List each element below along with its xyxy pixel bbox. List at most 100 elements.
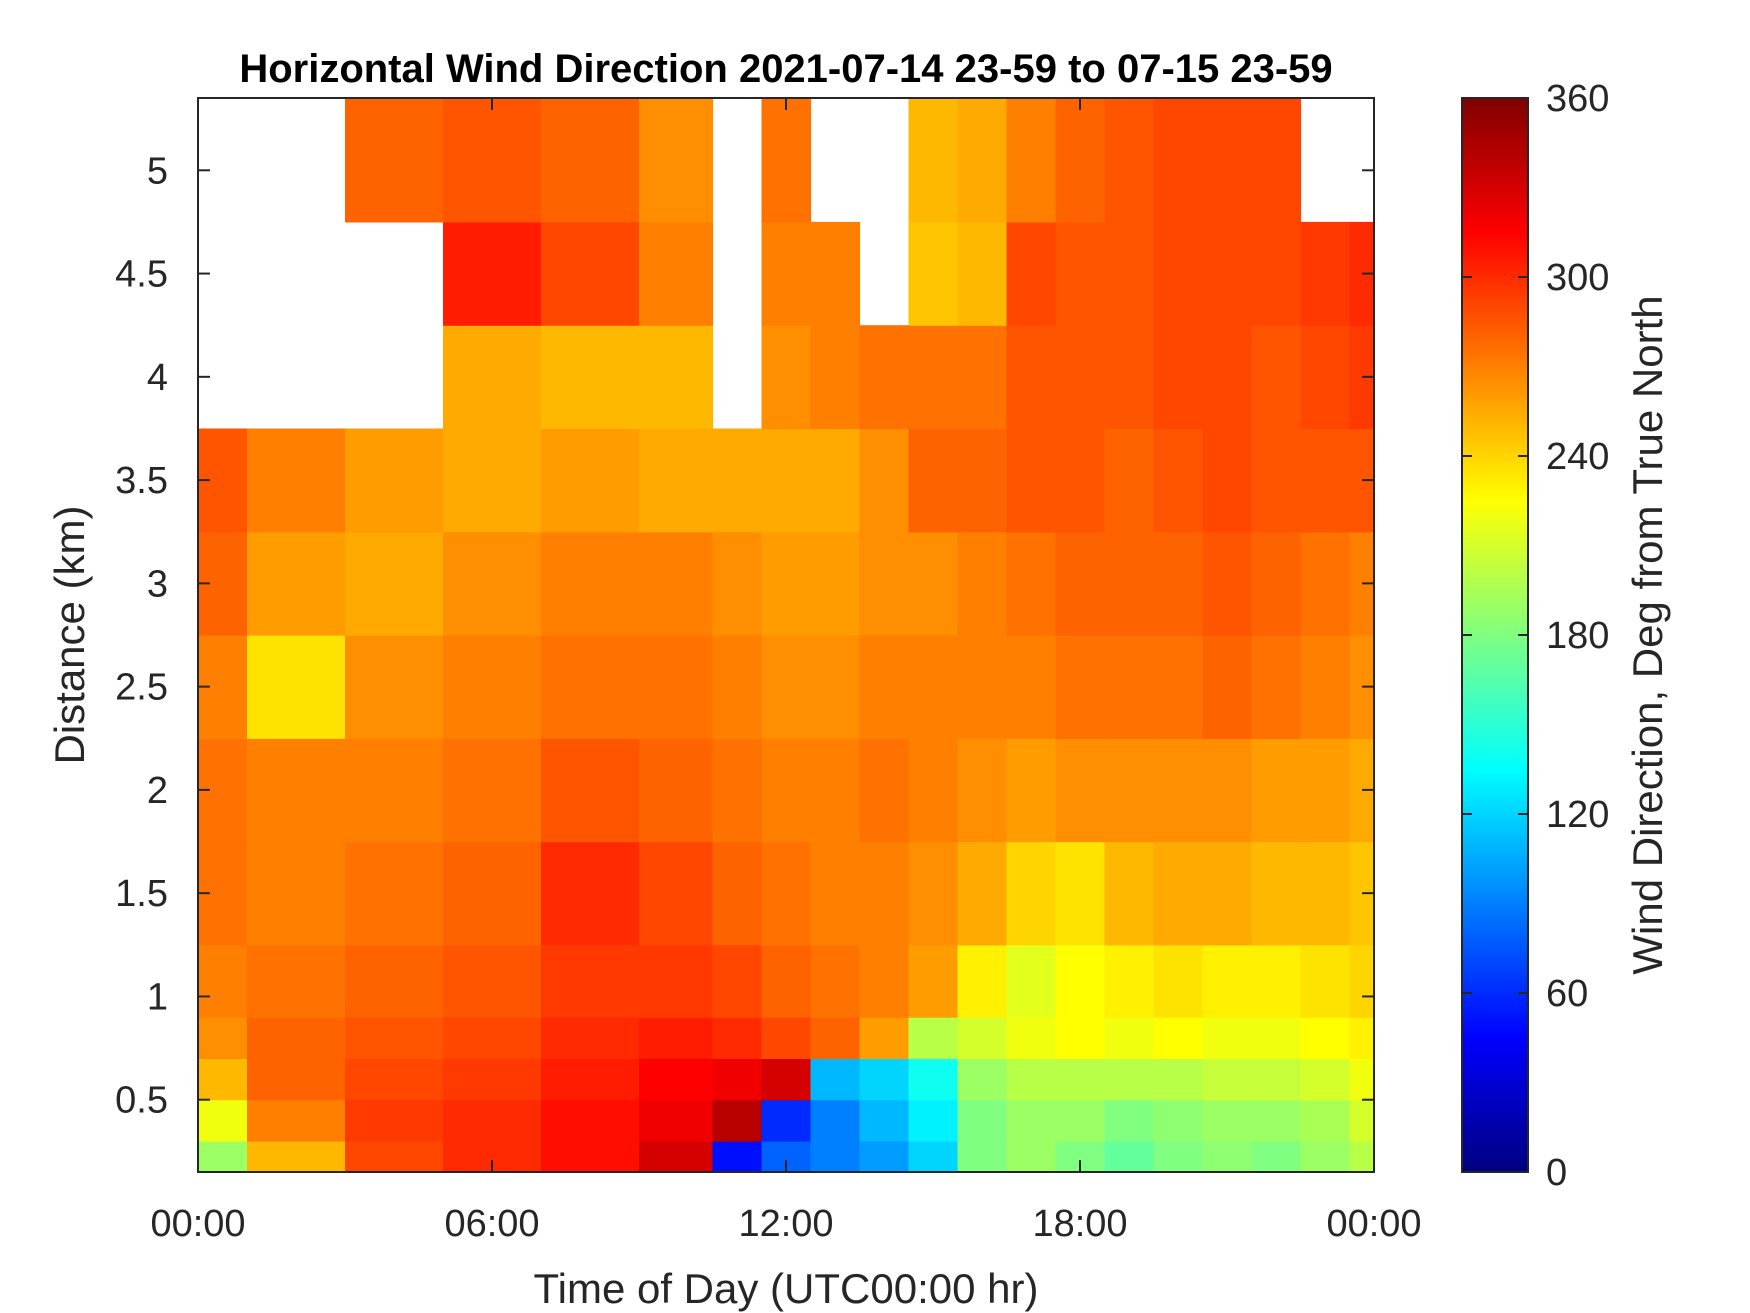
heatmap-cell bbox=[1202, 1099, 1253, 1142]
heatmap-cell bbox=[443, 841, 542, 946]
heatmap-cell bbox=[859, 1058, 910, 1101]
heatmap-cell bbox=[1251, 325, 1302, 430]
x-axis: 00:00 06:00 12:00 18:00 00:00 bbox=[150, 98, 1422, 1245]
heatmap-cell bbox=[1251, 944, 1302, 1018]
heatmap-cell bbox=[1153, 221, 1204, 326]
heatmap-cell bbox=[908, 738, 959, 843]
heatmap-cell bbox=[541, 738, 640, 843]
x-tick-label: 06:00 bbox=[444, 1203, 539, 1245]
heatmap-cell bbox=[1055, 635, 1106, 739]
heatmap-cell bbox=[639, 221, 714, 326]
heatmap-cell bbox=[1202, 738, 1253, 843]
heatmap-cell bbox=[639, 1099, 714, 1142]
heatmap-cell bbox=[443, 635, 542, 739]
heatmap-cell bbox=[1006, 841, 1057, 946]
heatmap-cell bbox=[761, 98, 812, 223]
heatmap-cell bbox=[908, 98, 959, 223]
colorbar-tick-label: 0 bbox=[1546, 1152, 1567, 1194]
heatmap-cell bbox=[1300, 944, 1351, 1018]
heatmap-cell bbox=[810, 1058, 861, 1101]
heatmap-cell bbox=[247, 738, 346, 843]
heatmap-cell bbox=[957, 98, 1008, 223]
heatmap-cell bbox=[1153, 841, 1204, 946]
heatmap-cell bbox=[639, 1058, 714, 1101]
heatmap-cell bbox=[1055, 98, 1106, 223]
heatmap-cell bbox=[712, 944, 763, 1018]
heatmap-cell bbox=[957, 1099, 1008, 1142]
heatmap-cell bbox=[859, 944, 910, 1018]
heatmap-cell bbox=[957, 738, 1008, 843]
heatmap-cell bbox=[1006, 1099, 1057, 1142]
heatmap-cell bbox=[1153, 1141, 1204, 1172]
heatmap-cell bbox=[712, 531, 763, 636]
heatmap-cell bbox=[712, 635, 763, 739]
heatmap-cell bbox=[1202, 944, 1253, 1018]
heatmap-cell bbox=[957, 1017, 1008, 1059]
heatmap-cell bbox=[859, 738, 910, 843]
colorbar-tick-label: 360 bbox=[1546, 78, 1609, 120]
heatmap-cell bbox=[810, 1017, 861, 1059]
heatmap-cell bbox=[712, 1099, 763, 1142]
y-tick-label: 1.5 bbox=[115, 873, 168, 915]
heatmap-cell bbox=[1055, 738, 1106, 843]
heatmap-cell bbox=[810, 944, 861, 1018]
heatmap-cell bbox=[957, 531, 1008, 636]
heatmap-cell bbox=[1006, 738, 1057, 843]
heatmap-cell bbox=[443, 325, 542, 430]
heatmap-cell bbox=[443, 98, 542, 223]
heatmap-cell bbox=[957, 1058, 1008, 1101]
x-tick-label: 12:00 bbox=[738, 1203, 833, 1245]
y-axis: 0.5 1 1.5 2 2.5 3 3.5 4 4.5 5 bbox=[115, 150, 1374, 1122]
heatmap-cell bbox=[761, 738, 812, 843]
y-tick-label: 0.5 bbox=[115, 1080, 168, 1122]
heatmap-cell bbox=[908, 944, 959, 1018]
heatmap-cell bbox=[712, 1141, 763, 1172]
heatmap-cell bbox=[247, 635, 346, 739]
heatmap-cell bbox=[1251, 531, 1302, 636]
heatmap-cell bbox=[247, 428, 346, 533]
heatmap-cell bbox=[1055, 325, 1106, 430]
heatmap-cell bbox=[1104, 1017, 1155, 1059]
heatmap-cell bbox=[1251, 635, 1302, 739]
heatmap-cell bbox=[810, 841, 861, 946]
heatmap-cell bbox=[957, 944, 1008, 1018]
heatmap-cell bbox=[908, 1058, 959, 1101]
heatmap-cell bbox=[541, 944, 640, 1018]
heatmap-cell bbox=[1006, 1017, 1057, 1059]
heatmap-cell bbox=[1104, 531, 1155, 636]
heatmap-cell bbox=[345, 1017, 444, 1059]
heatmap-cell bbox=[198, 1017, 248, 1059]
heatmap-cell bbox=[541, 1099, 640, 1142]
heatmap-cell bbox=[1153, 1099, 1204, 1142]
heatmap-cell bbox=[345, 738, 444, 843]
heatmap-cell bbox=[859, 1099, 910, 1142]
heatmap-cell bbox=[908, 1099, 959, 1142]
heatmap-cell bbox=[1300, 738, 1351, 843]
heatmap-cell bbox=[1300, 841, 1351, 946]
colorbar-tick-label: 300 bbox=[1546, 257, 1609, 299]
heatmap-cell bbox=[345, 428, 444, 533]
heatmap-cell bbox=[443, 531, 542, 636]
heatmap-cell bbox=[859, 325, 910, 430]
heatmap-cell bbox=[198, 1099, 248, 1142]
heatmap-cell bbox=[1251, 841, 1302, 946]
heatmap-cell bbox=[1300, 221, 1351, 326]
heatmap-cell bbox=[1202, 1141, 1253, 1172]
heatmap-cell bbox=[761, 1017, 812, 1059]
heatmap-cell bbox=[443, 738, 542, 843]
heatmap-cell bbox=[957, 635, 1008, 739]
y-tick-label: 3 bbox=[147, 563, 168, 605]
heatmap-cell bbox=[247, 1141, 346, 1172]
heatmap-cell bbox=[345, 1058, 444, 1101]
heatmap-cell bbox=[908, 531, 959, 636]
heatmap-cell bbox=[1153, 1058, 1204, 1101]
colorbar bbox=[1461, 97, 1529, 1173]
heatmap-cell bbox=[1055, 944, 1106, 1018]
heatmap-cell bbox=[810, 635, 861, 739]
heatmap-cell bbox=[1349, 1141, 1374, 1172]
heatmap-cell bbox=[712, 428, 763, 533]
colorbar-tick-label: 60 bbox=[1546, 973, 1588, 1015]
heatmap-cell bbox=[908, 428, 959, 533]
heatmap-cell bbox=[1006, 428, 1057, 533]
